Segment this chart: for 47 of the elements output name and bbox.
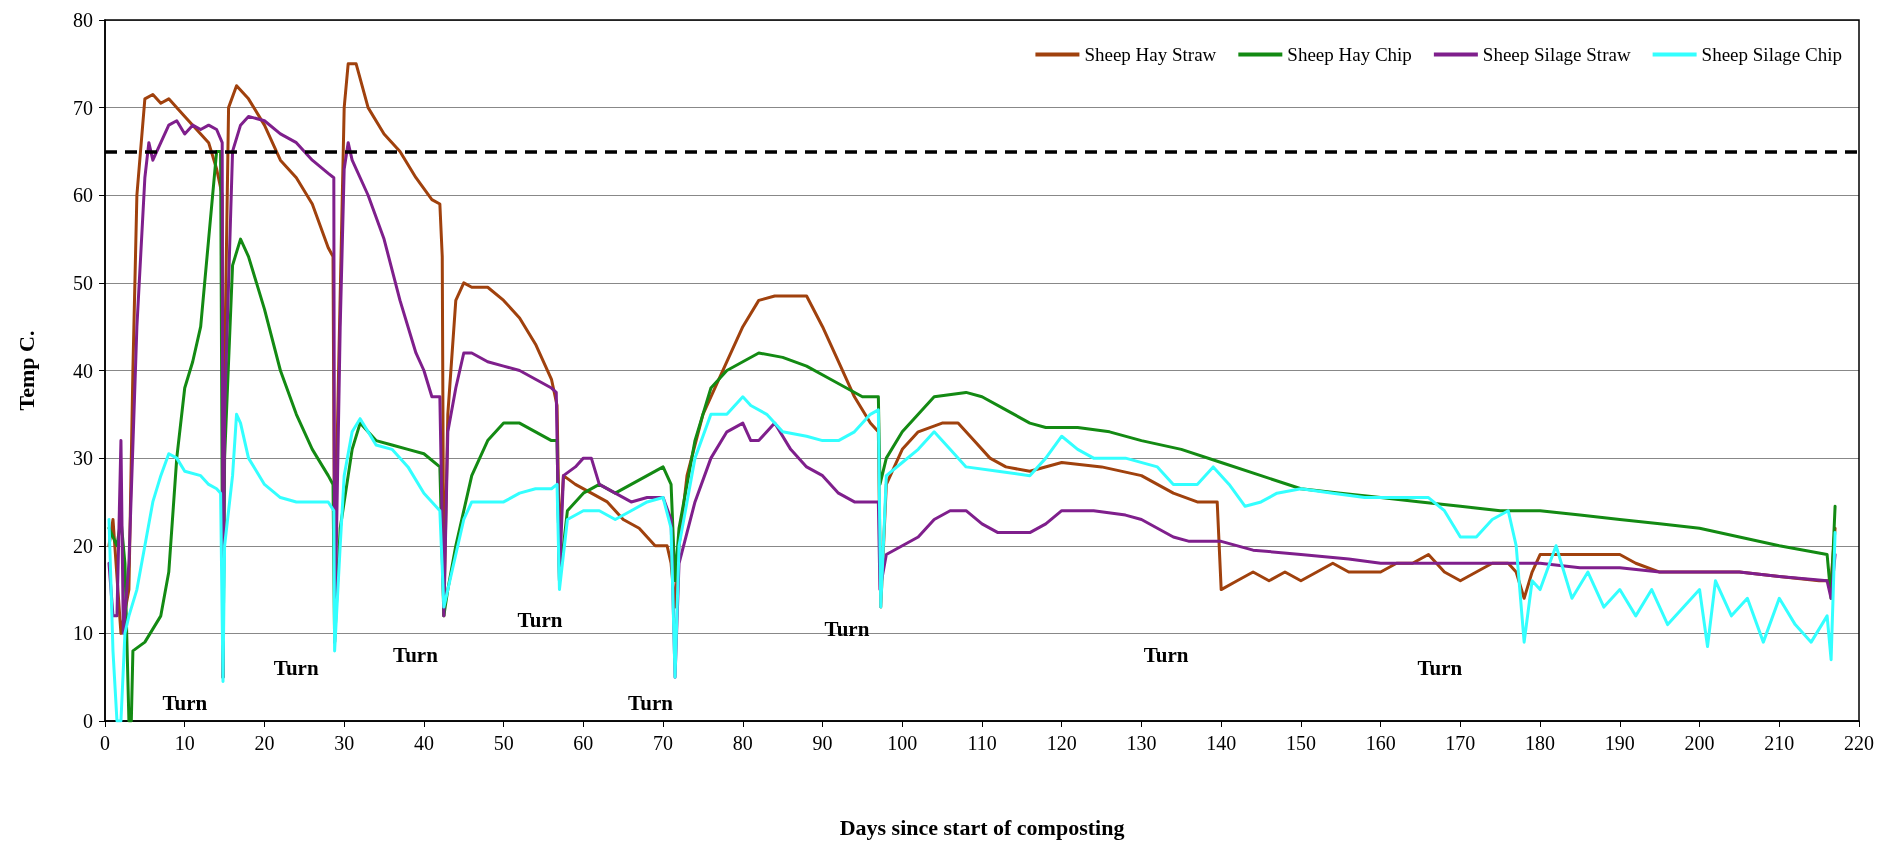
y-tick-label: 40 [73,359,93,382]
legend-label: Sheep Hay Chip [1287,44,1412,65]
x-tick-label: 170 [1445,732,1476,754]
annotation: Turn [628,691,674,716]
x-tick-label: 60 [573,732,594,754]
x-tick-label: 50 [493,732,514,754]
y-tick-label: 0 [83,710,93,732]
x-tick-label: 190 [1604,732,1635,754]
annotation: Turn [1417,656,1463,681]
legend-label: Sheep Hay Straw [1084,44,1217,65]
x-tick-label: 80 [732,732,753,754]
x-tick-label: 140 [1206,732,1237,754]
x-tick-label: 40 [413,732,434,754]
x-tick-label: 150 [1285,732,1316,754]
x-tick-label: 200 [1684,732,1715,754]
x-tick-label: 100 [887,732,918,754]
annotation: Turn [273,656,319,681]
y-tick-label: 10 [73,622,93,645]
annotation: Turn [824,617,870,642]
x-tick-label: 180 [1525,732,1556,754]
x-tick-label: 20 [254,732,275,754]
y-tick-label: 80 [73,9,93,31]
y-tick-label: 50 [73,271,93,294]
x-tick-label: 90 [812,732,833,754]
annotation: Turn [1143,643,1189,668]
x-tick-label: 30 [334,732,355,754]
y-tick-label: 70 [73,96,93,119]
annotation: Turn [162,691,208,716]
x-tick-label: 220 [1844,732,1874,754]
line-series [107,395,1837,723]
y-tick-label: 30 [73,447,93,470]
y-tick-label: 20 [73,534,93,557]
x-tick-label: 70 [653,732,674,754]
x-tick-label: 10 [174,732,195,754]
y-tick-label: 60 [73,184,93,207]
x-tick-label: 120 [1046,732,1077,754]
x-tick-label: 130 [1126,732,1157,754]
x-tick-label: 0 [100,732,110,754]
annotation: Turn [393,643,439,668]
x-tick-label: 110 [967,732,997,754]
legend-label: Sheep Silage Chip [1701,44,1843,65]
x-tick-label: 210 [1764,732,1795,754]
y-axis-title: Temp C. [13,330,39,411]
legend-label: Sheep Silage Straw [1482,44,1631,65]
annotation: Turn [517,608,563,633]
x-axis-title: Days since start of composting [839,814,1125,840]
x-tick-label: 160 [1365,732,1396,754]
